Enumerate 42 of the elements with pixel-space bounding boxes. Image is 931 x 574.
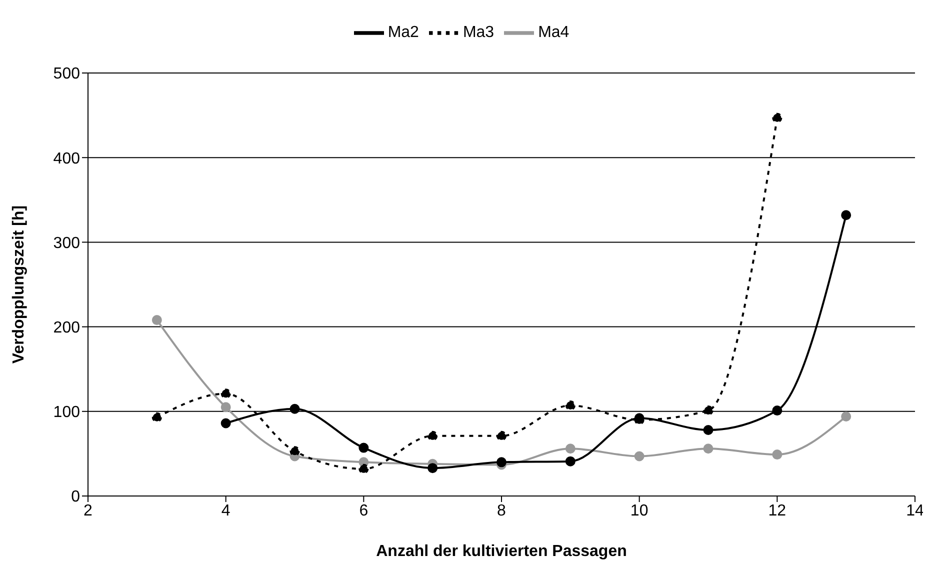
y-tick-label: 0: [71, 488, 80, 506]
y-tick-label: 300: [53, 234, 80, 252]
point: [703, 425, 714, 436]
point: [496, 457, 506, 468]
point: [290, 446, 300, 456]
x-axis-title: Anzahl der kultivierten Passagen: [376, 543, 627, 560]
x-tick-label: 6: [359, 502, 368, 520]
point: [220, 402, 231, 412]
x-tick-label: 10: [630, 502, 648, 520]
point: [565, 456, 576, 466]
x-tick-label: 12: [768, 502, 786, 520]
legend-label: Ma3: [462, 24, 494, 42]
y-axis-title: Verdopplungszeit [h]: [10, 205, 28, 364]
point: [496, 430, 506, 441]
x-tick-label: 4: [221, 502, 230, 520]
point: [220, 418, 231, 428]
point: [841, 411, 852, 422]
point: [772, 112, 782, 123]
x-tick-label: 2: [84, 502, 93, 520]
legend-label: Ma2: [388, 24, 419, 42]
y-tick-label: 200: [53, 319, 80, 336]
point: [358, 442, 369, 453]
point: [703, 406, 714, 416]
y-tick-label: 400: [53, 150, 80, 168]
point: [703, 444, 714, 454]
point: [290, 404, 300, 414]
point: [634, 451, 644, 462]
point: [220, 388, 231, 399]
y-tick-label: 100: [53, 404, 80, 422]
point: [565, 400, 576, 410]
legend-label: Ma4: [538, 24, 570, 42]
x-tick-label: 8: [497, 502, 506, 520]
point: [152, 315, 162, 326]
point: [428, 430, 438, 441]
point: [772, 450, 782, 460]
point: [841, 210, 852, 220]
point: [772, 406, 782, 416]
point: [428, 463, 438, 474]
point: [565, 444, 576, 454]
point: [152, 412, 162, 422]
y-tick-label: 500: [53, 66, 80, 83]
point: [358, 464, 369, 474]
